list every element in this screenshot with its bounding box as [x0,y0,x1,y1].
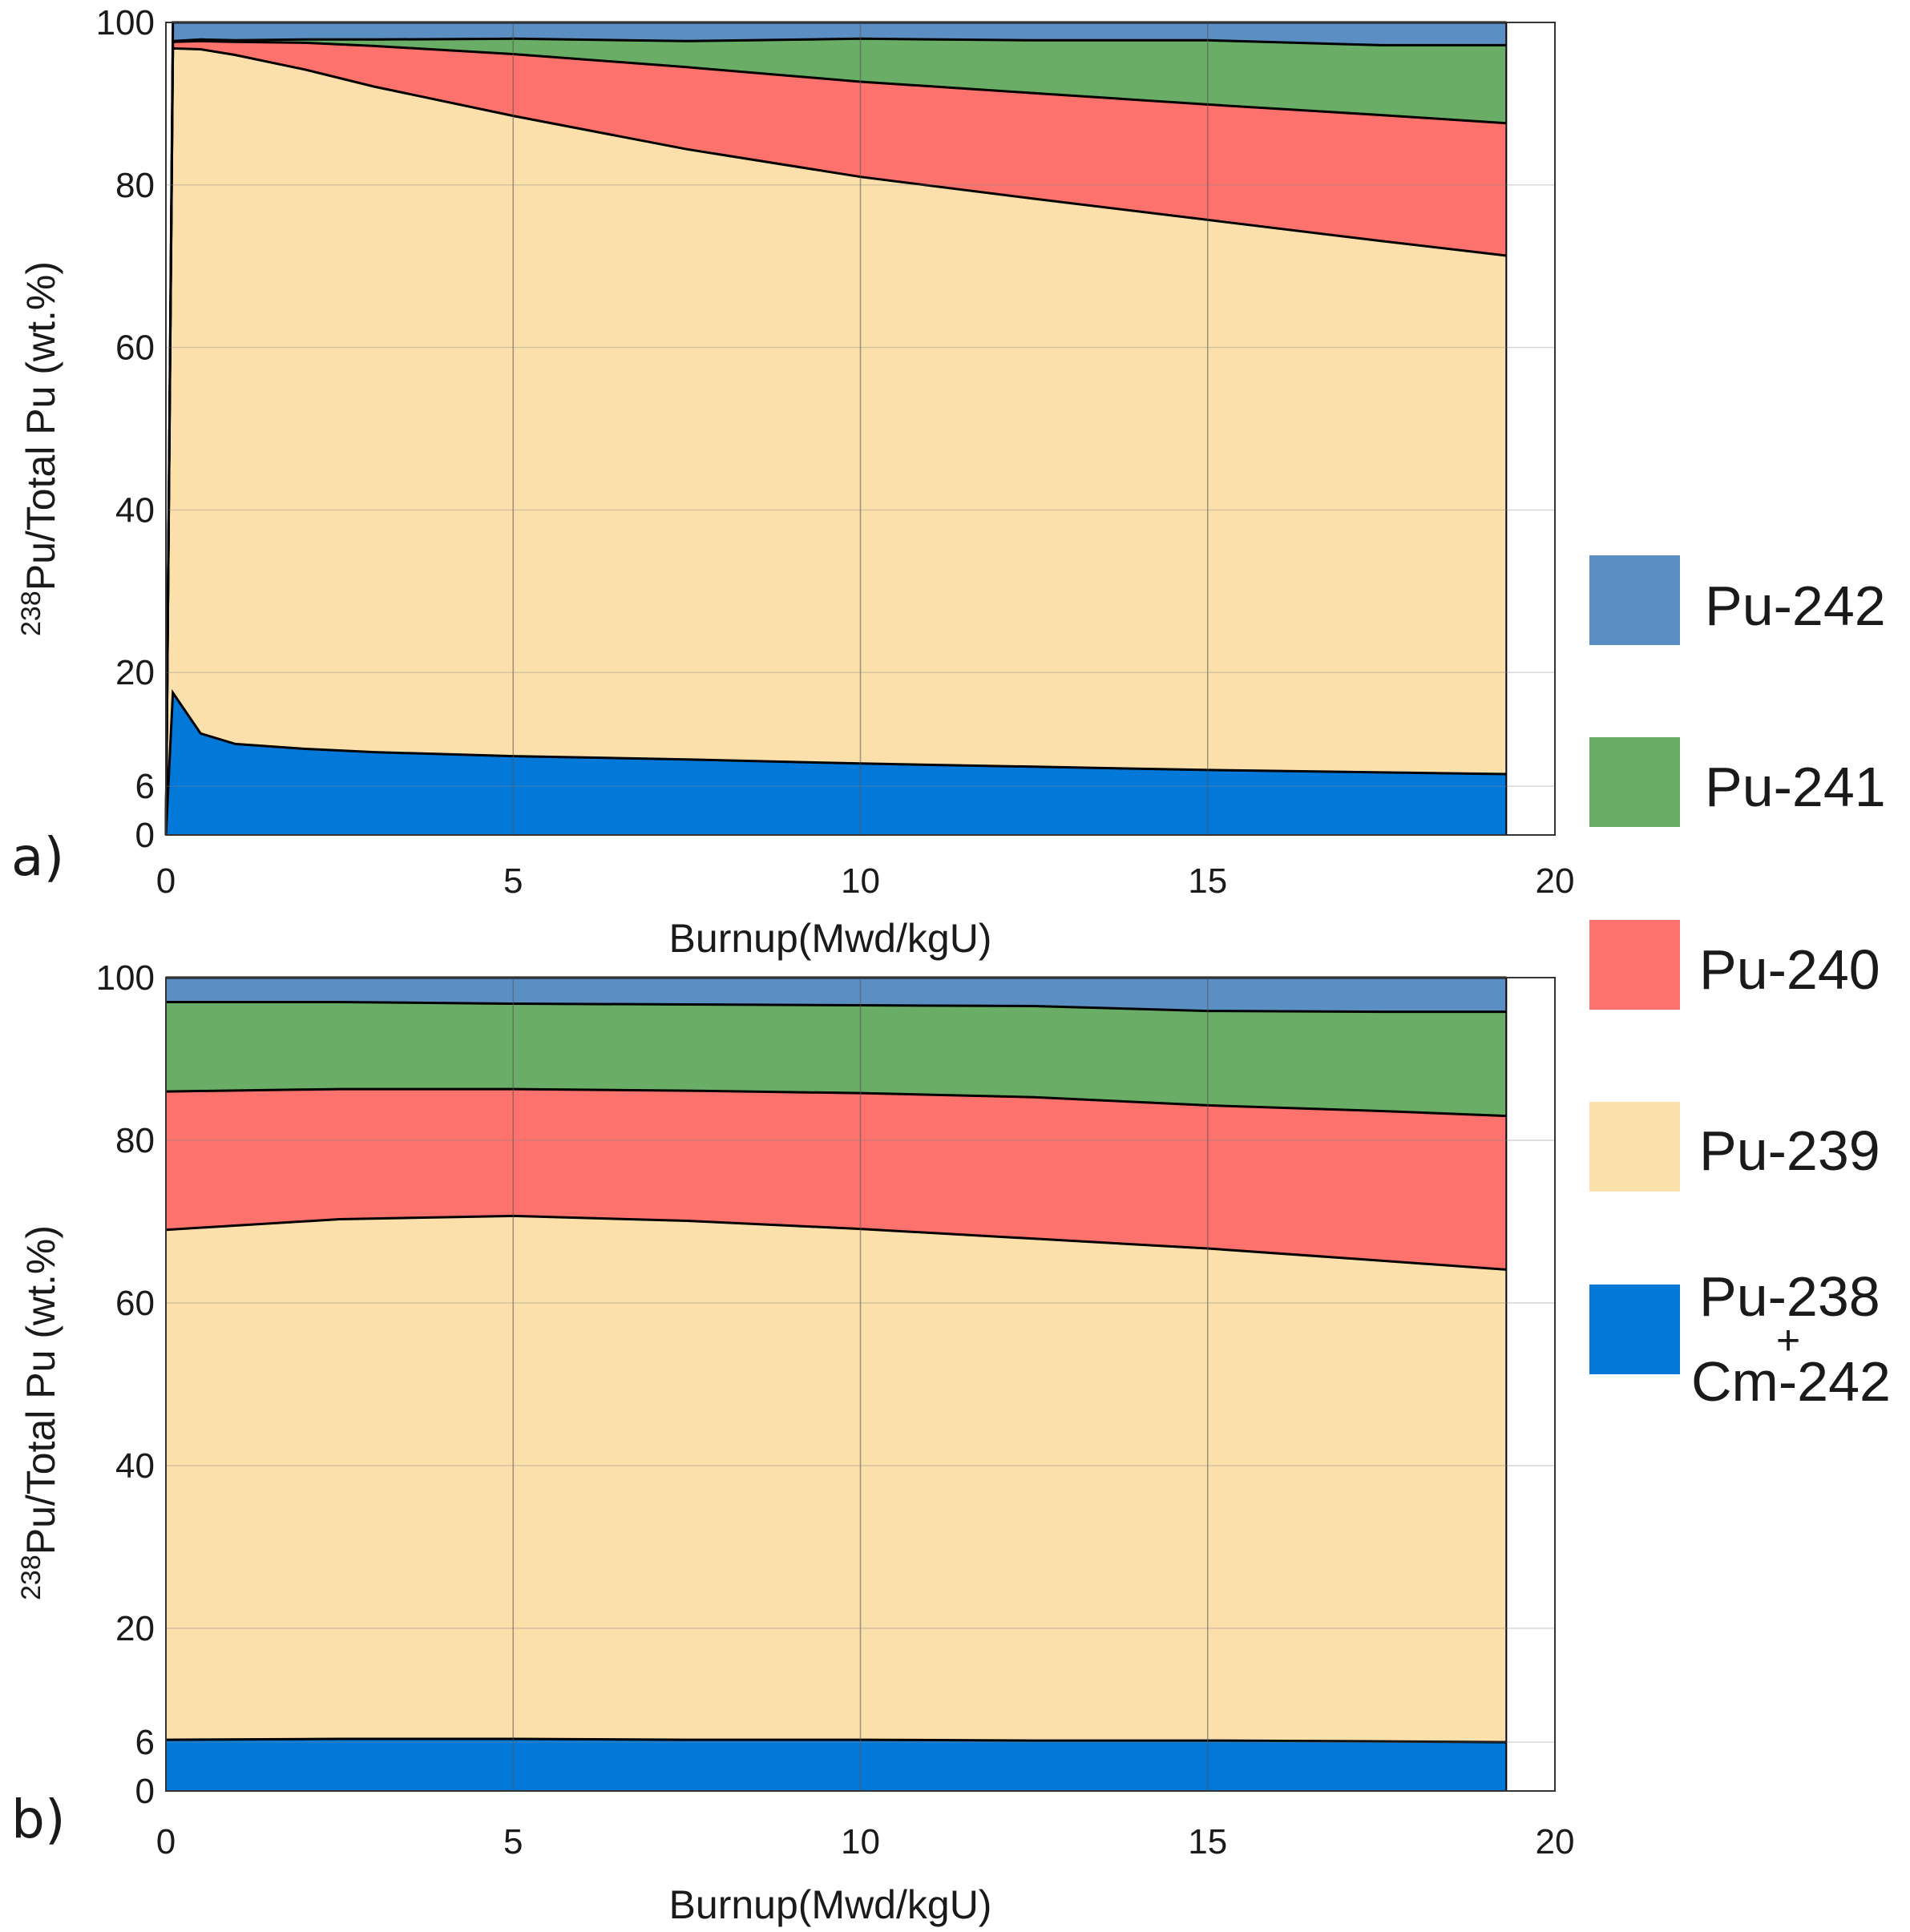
area-pu-240 [166,41,1507,836]
chart-panel-a: 0 6 20 40 60 80 100 0 5 10 15 20 Burnup(Mwd/kgU) 2… [11,3,1574,961]
area-pu-241 [166,1002,1507,1116]
x-tick-label: 20 [1536,861,1575,901]
panel-label-b: b) [11,1789,66,1850]
y-tick-label: 100 [96,3,155,42]
legend-label-pu-239: Pu-239 [1699,1119,1880,1182]
x-tick-label: 0 [156,1822,176,1861]
x-tick-labels: 0 5 10 15 20 [156,1822,1575,1861]
x-tick-label: 10 [841,1822,880,1861]
x-tick-label: 15 [1188,861,1227,901]
panel-label-a: a) [11,826,64,888]
y-tick-label: 60 [115,1284,155,1323]
x-tick-label: 5 [503,1822,523,1861]
y-axis-label: 238Pu/Total Pu (wt.%) [16,261,63,636]
legend-label-pu-238: Pu-238 [1699,1265,1880,1328]
legend-swatch-pu-239 [1589,1102,1680,1192]
y-tick-label: 80 [115,166,155,205]
plot-frame [165,977,1556,1792]
chart-panel-b: 0 6 20 40 60 80 100 0 5 10 15 20 Burnup(Mwd/kgU) 2… [11,958,1574,1927]
plot-frame [165,22,1556,836]
y-tick-label: 60 [115,329,155,368]
legend-swatch-pu-241 [1589,737,1680,827]
y-tick-label: 6 [135,1723,155,1762]
y-axis-label-text: Pu/Total Pu (wt.%) [18,1225,63,1555]
x-tick-label: 5 [503,861,523,901]
y-tick-label: 80 [115,1121,155,1160]
y-tick-label: 0 [135,1772,155,1811]
x-axis-label: Burnup(Mwd/kgU) [669,1882,992,1927]
area-pu-240 [166,1089,1507,1270]
area-pu-239 [166,48,1507,835]
area-pu-239 [166,1216,1507,1743]
y-tick-label: 40 [115,1446,155,1486]
area-pu-238-cm-242 [166,1739,1507,1791]
gridlines [166,22,1555,835]
y-tick-labels: 0 6 20 40 60 80 100 [96,3,155,855]
y-tick-label: 20 [115,653,155,692]
legend-swatch-pu-240 [1589,920,1680,1010]
x-tick-label: 20 [1536,1822,1575,1861]
legend-label-cm-242: Cm-242 [1691,1350,1891,1413]
legend: Pu-242 Pu-241 Pu-240 Pu-239 Pu-238 + Cm-… [1589,555,1891,1413]
y-tick-labels: 0 6 20 40 60 80 100 [96,958,155,1811]
legend-label-plus: + [1776,1317,1800,1364]
y-axis-label-superscript: 238 [16,1555,46,1600]
legend-swatch-pu-242 [1589,555,1680,645]
x-tick-label: 15 [1188,1822,1227,1861]
y-axis-label-superscript: 238 [16,591,46,636]
y-tick-label: 6 [135,767,155,806]
y-tick-label: 40 [115,490,155,530]
y-tick-label: 100 [96,958,155,998]
x-tick-label: 10 [841,861,880,901]
legend-label-pu-240: Pu-240 [1699,938,1880,1001]
y-tick-label: 20 [115,1609,155,1648]
x-axis-label: Burnup(Mwd/kgU) [669,916,992,961]
plot-border [165,22,1556,836]
x-tick-labels: 0 5 10 15 20 [156,861,1575,901]
legend-label-pu-241: Pu-241 [1705,756,1886,818]
legend-swatch-pu-238-cm-242 [1589,1285,1680,1374]
plot-border [165,977,1556,1792]
y-tick-label: 0 [135,816,155,855]
legend-label-pu-242: Pu-242 [1705,575,1886,637]
gridlines [166,978,1555,1791]
x-tick-label: 0 [156,861,176,901]
y-axis-label-text: Pu/Total Pu (wt.%) [18,261,63,591]
y-axis-label: 238Pu/Total Pu (wt.%) [16,1225,63,1600]
